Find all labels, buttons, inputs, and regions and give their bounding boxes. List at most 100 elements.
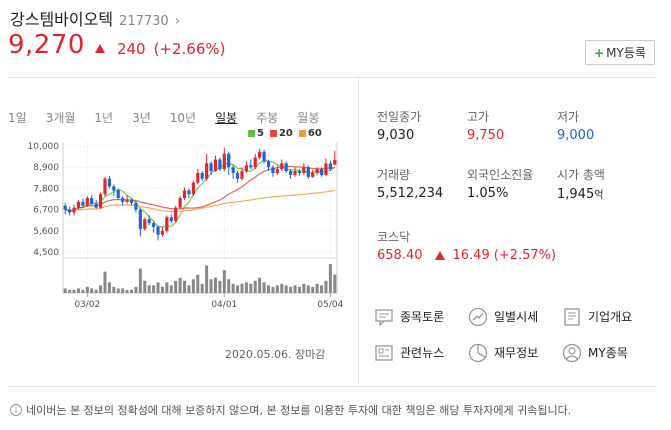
period-tab[interactable]: 3개월: [45, 111, 76, 125]
high-label: 고가: [467, 110, 490, 124]
my-stocks-link[interactable]: MY종목: [561, 342, 628, 363]
stock-name[interactable]: 강스템바이오텍: [10, 10, 114, 29]
candle-body: [311, 172, 315, 177]
period-tab[interactable]: 월봉: [297, 111, 320, 125]
disclaimer-text: 네이버는 본 정보의 정확성에 대해 보증하지 않으며, 본 정보를 이용한 투…: [26, 404, 572, 417]
period-tab[interactable]: 10년: [169, 111, 197, 125]
prev-close-value: 9,030: [377, 128, 415, 143]
stat-prev-close: 전일종가 9,030: [377, 108, 421, 143]
candle-body: [297, 171, 302, 173]
candle-body: [76, 201, 81, 208]
volume-bar: [333, 274, 337, 293]
volume-bar: [222, 270, 226, 293]
candle-body: [151, 223, 156, 227]
candle-body: [284, 163, 288, 172]
index-label[interactable]: 코스닥: [377, 230, 411, 244]
volume-bar: [289, 286, 293, 293]
candle-body: [169, 217, 173, 222]
high-value: 9,750: [467, 128, 505, 143]
period-tab[interactable]: 1일: [8, 111, 27, 125]
price-change: 240 (+2.66%): [94, 39, 226, 58]
period-tab[interactable]: 1년: [94, 111, 114, 125]
discussion-label: 종목토론: [400, 310, 445, 324]
period-tab[interactable]: 주봉: [256, 111, 279, 125]
candle-body: [293, 171, 297, 175]
stock-chart[interactable]: 10,000 8,900 7,800 6,700 5,600 4,500 03/02 04/0…: [0, 136, 345, 316]
news-link[interactable]: 관련뉴스: [373, 342, 444, 363]
stat-market-cap: 시가 총액 1,945억: [557, 166, 605, 202]
discussion-link[interactable]: 종목토론: [373, 306, 444, 327]
legend-swatch: [298, 130, 306, 137]
market-cap-value: 1,945억: [557, 186, 605, 202]
volume-bar: [271, 286, 275, 293]
volume-bar: [183, 280, 187, 293]
news-label: 관련뉴스: [400, 346, 445, 360]
volume-bar: [227, 279, 231, 293]
candle-body: [103, 178, 107, 195]
volume-bar: [328, 264, 332, 293]
candle-body: [315, 169, 319, 173]
x-tick-label: 04/01: [211, 300, 237, 310]
volume-bar: [297, 286, 301, 293]
stock-title-row[interactable]: 강스템바이오텍 217730 ›: [10, 6, 180, 30]
volume-bar: [178, 277, 182, 293]
volume-bar: [152, 285, 156, 293]
date-stamp: 2020.05.06. 장마감: [225, 348, 326, 361]
candle-body: [147, 219, 151, 224]
candle-body: [160, 230, 165, 235]
volume-bar: [165, 282, 169, 293]
market-cap-number: 1,945: [557, 187, 595, 202]
company-overview-link[interactable]: 기업개요: [561, 306, 632, 327]
disclaimer: i 네이버는 본 정보의 정확성에 대해 보증하지 않으며, 본 정보를 이용한…: [10, 402, 571, 418]
chevron-right-icon[interactable]: ›: [174, 14, 180, 29]
foreign-label: 외국인소진율: [467, 168, 534, 182]
period-tab[interactable]: 일봉: [215, 111, 238, 125]
index-change: 16.49: [452, 248, 490, 263]
candle-body: [138, 209, 142, 229]
volume-bar: [262, 282, 266, 293]
candle-body: [143, 219, 147, 229]
ma5-line: [65, 159, 336, 228]
legend-item: 20: [269, 128, 293, 139]
chat-icon: [373, 306, 394, 327]
ma-legend: 5 20 60: [248, 128, 322, 139]
candle-body: [258, 151, 262, 158]
candle-body: [324, 163, 328, 175]
financial-info-link[interactable]: 재무정보: [467, 342, 538, 363]
candle-body: [178, 198, 182, 208]
stock-code: 217730: [119, 14, 169, 29]
volume-bar: [187, 285, 191, 293]
foreign-value: 1.05%: [467, 186, 509, 201]
candle-body: [129, 199, 134, 203]
change-percent: (+2.66%): [153, 39, 226, 58]
ma20-line: [65, 165, 335, 212]
volume-bar: [244, 282, 248, 293]
index-box[interactable]: 코스닥 658.40 16.49 (+2.57%): [377, 228, 556, 263]
volume-bar: [191, 279, 195, 293]
volume-bar: [293, 285, 297, 293]
volume-bar: [72, 289, 76, 293]
candle-body: [81, 201, 85, 206]
my-register-label: MY등록: [606, 46, 646, 60]
prev-close-label: 전일종가: [377, 110, 422, 124]
volume-bar: [258, 277, 262, 293]
volume-bar: [68, 289, 72, 293]
volume-bar: [134, 286, 138, 293]
candle-body: [209, 163, 213, 172]
candle-body: [107, 178, 112, 187]
volume-bar: [280, 283, 284, 293]
candle-body: [333, 160, 337, 165]
legend-swatch: [269, 130, 277, 137]
price-row: 9,270 240 (+2.66%): [8, 30, 226, 60]
volume-bar: [315, 283, 319, 293]
arrow-up-icon: [94, 44, 105, 53]
volume-bar: [112, 286, 116, 293]
volume-bar: [99, 285, 103, 293]
daily-price-link[interactable]: 일별시세: [467, 306, 538, 327]
period-tab[interactable]: 3년: [132, 111, 151, 125]
volume-bar: [130, 289, 133, 293]
legend-swatch: [248, 130, 255, 137]
my-register-button[interactable]: + MY등록: [585, 40, 655, 65]
legend-item: 60: [298, 128, 322, 139]
candle-body: [222, 153, 226, 170]
